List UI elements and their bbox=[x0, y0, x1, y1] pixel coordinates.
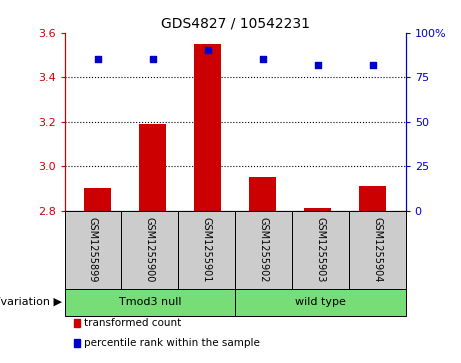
Point bbox=[94, 56, 101, 62]
Bar bbox=[84, 188, 111, 211]
Text: GSM1255899: GSM1255899 bbox=[88, 217, 98, 282]
Bar bbox=[359, 186, 386, 211]
Text: GSM1255903: GSM1255903 bbox=[315, 217, 325, 282]
Text: GSM1255900: GSM1255900 bbox=[145, 217, 155, 282]
Point bbox=[369, 62, 376, 68]
Title: GDS4827 / 10542231: GDS4827 / 10542231 bbox=[160, 16, 310, 30]
Bar bbox=[194, 44, 221, 211]
Text: wild type: wild type bbox=[295, 297, 346, 307]
Point bbox=[259, 56, 266, 62]
Point bbox=[314, 62, 321, 68]
Bar bbox=[139, 124, 166, 211]
Point bbox=[204, 48, 211, 53]
Text: GSM1255902: GSM1255902 bbox=[259, 217, 269, 282]
Text: Tmod3 null: Tmod3 null bbox=[118, 297, 181, 307]
Bar bbox=[249, 177, 277, 211]
Point bbox=[149, 56, 156, 62]
Text: percentile rank within the sample: percentile rank within the sample bbox=[84, 338, 260, 348]
Text: transformed count: transformed count bbox=[84, 318, 182, 329]
Text: GSM1255904: GSM1255904 bbox=[372, 217, 382, 282]
Bar bbox=[304, 208, 331, 211]
Text: genotype/variation ▶: genotype/variation ▶ bbox=[0, 297, 62, 307]
Text: GSM1255901: GSM1255901 bbox=[201, 217, 212, 282]
